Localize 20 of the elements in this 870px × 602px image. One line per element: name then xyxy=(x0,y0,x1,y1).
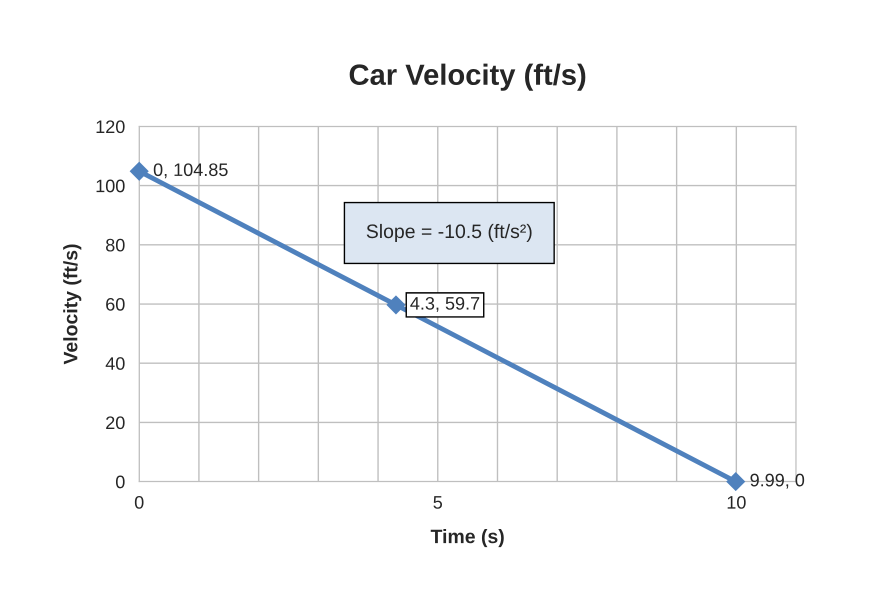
point xyxy=(130,162,149,181)
point xyxy=(726,472,746,491)
y-tick-label: 80 xyxy=(106,238,125,252)
annotation: Slope = -10.5 (ft/s²) xyxy=(366,224,532,242)
y-axis-title: Velocity (ft/s) xyxy=(63,244,82,364)
y-tick-label: 0 xyxy=(116,476,125,488)
x-axis-title: Time (s) xyxy=(430,528,504,548)
y-tick-label: 120 xyxy=(96,120,125,134)
chart-title: Car Velocity (ft/s) xyxy=(350,64,586,91)
data-label: 4.3, 59.7 xyxy=(410,296,480,312)
data-label: 9.99, 0 xyxy=(750,474,804,489)
y-tick-label: 60 xyxy=(106,298,125,311)
x-tick-label: 10 xyxy=(728,496,746,509)
x-tick-label: 0 xyxy=(134,496,144,509)
y-tick-label: 20 xyxy=(106,416,125,430)
x-tick-label: 5 xyxy=(433,496,442,509)
y-tick-label: 40 xyxy=(106,357,125,370)
data-label: 0, 104.85 xyxy=(154,163,228,178)
y-tick-label: 100 xyxy=(96,180,125,192)
point xyxy=(386,296,406,314)
